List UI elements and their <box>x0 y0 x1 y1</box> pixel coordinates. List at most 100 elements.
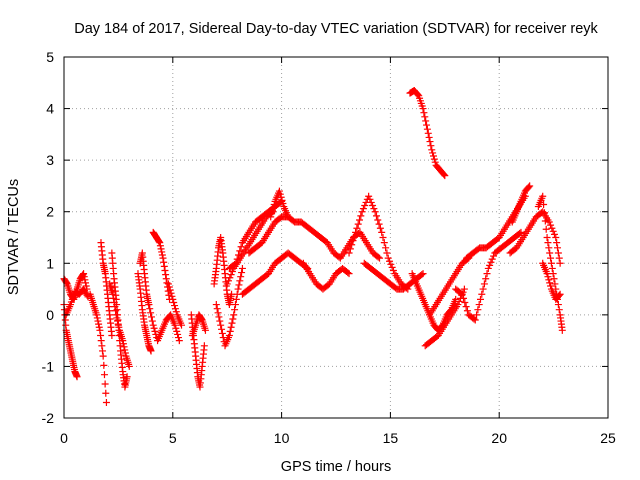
data-point <box>346 245 354 253</box>
data-point <box>460 285 468 293</box>
data-point <box>231 260 239 268</box>
data-point <box>155 238 163 246</box>
series-track-33 <box>506 208 564 267</box>
data-point <box>425 133 433 141</box>
data-point <box>114 317 122 325</box>
data-point <box>379 234 387 241</box>
data-point <box>95 323 103 331</box>
data-point <box>552 234 560 241</box>
data-point <box>365 192 373 200</box>
data-point <box>554 301 562 309</box>
data-point <box>431 158 439 166</box>
data-point <box>554 244 562 252</box>
data-point <box>121 346 129 354</box>
series-track-31 <box>463 192 529 262</box>
data-point <box>174 334 182 342</box>
data-point <box>478 290 486 298</box>
data-point <box>546 249 554 257</box>
data-point <box>476 295 484 303</box>
data-point <box>234 285 242 293</box>
data-point <box>235 281 243 289</box>
data-point <box>227 271 235 279</box>
data-point <box>147 347 155 355</box>
data-point <box>376 254 384 262</box>
data-point <box>97 337 105 345</box>
data-point <box>80 270 88 278</box>
data-point <box>487 258 495 266</box>
data-point <box>166 286 174 294</box>
data-point <box>230 311 238 319</box>
data-point <box>471 316 479 324</box>
data-point <box>172 308 180 316</box>
data-point <box>231 301 239 309</box>
data-point <box>555 306 563 314</box>
data-point <box>370 205 378 213</box>
data-point <box>374 253 382 261</box>
series-track-08 <box>134 270 155 355</box>
data-point <box>236 247 244 255</box>
data-point <box>474 306 482 314</box>
y-tick-label: 4 <box>46 101 54 117</box>
data-point <box>162 275 170 283</box>
data-point <box>81 276 89 284</box>
data-point <box>111 303 119 311</box>
data-point <box>145 301 153 309</box>
series-track-13 <box>187 311 208 391</box>
chart-title: Day 184 of 2017, Sidereal Day-to-day VTE… <box>74 21 598 37</box>
data-point <box>357 212 365 220</box>
data-point <box>555 254 563 262</box>
data-point <box>216 317 224 325</box>
data-point <box>115 323 123 331</box>
data-point <box>110 298 118 306</box>
data-point <box>102 399 110 407</box>
data-point <box>160 262 168 270</box>
data-point <box>119 337 127 345</box>
data-point <box>278 196 286 204</box>
data-point <box>461 298 469 306</box>
data-point <box>422 117 430 125</box>
data-point <box>367 198 375 206</box>
data-point <box>539 192 547 200</box>
data-point <box>375 220 383 228</box>
data-point <box>366 195 374 203</box>
data-point <box>541 217 549 225</box>
data-point <box>354 220 362 228</box>
series-track-15 <box>210 234 236 309</box>
data-point <box>458 290 466 298</box>
data-point <box>423 121 431 129</box>
series-track-16 <box>212 264 246 350</box>
data-point <box>229 315 237 323</box>
data-point <box>269 204 277 212</box>
data-point <box>383 249 391 257</box>
y-axis-label: SDTVAR / TECUs <box>6 179 22 295</box>
y-tick-label: 3 <box>46 152 54 168</box>
data-point <box>233 255 241 263</box>
data-point <box>470 315 478 323</box>
data-point <box>359 205 367 213</box>
series-track-02 <box>60 270 91 303</box>
data-point <box>276 190 284 198</box>
data-point <box>544 239 552 247</box>
data-point <box>235 251 243 259</box>
data-point <box>544 273 552 281</box>
data-point <box>147 309 155 317</box>
data-point <box>95 320 103 328</box>
data-point <box>270 200 278 208</box>
data-point <box>226 274 234 282</box>
data-point <box>454 301 462 309</box>
data-point <box>545 218 553 226</box>
data-points <box>60 87 566 407</box>
data-point <box>215 313 223 321</box>
data-point <box>100 371 108 379</box>
data-point <box>148 317 156 325</box>
data-point <box>120 343 128 351</box>
data-point <box>440 171 448 179</box>
data-point <box>386 257 394 265</box>
data-point <box>543 234 551 241</box>
data-point <box>372 212 380 220</box>
data-point <box>96 326 104 334</box>
data-point <box>172 324 180 332</box>
series-track-07 <box>106 280 133 370</box>
data-point <box>428 146 436 154</box>
data-point <box>171 302 179 310</box>
